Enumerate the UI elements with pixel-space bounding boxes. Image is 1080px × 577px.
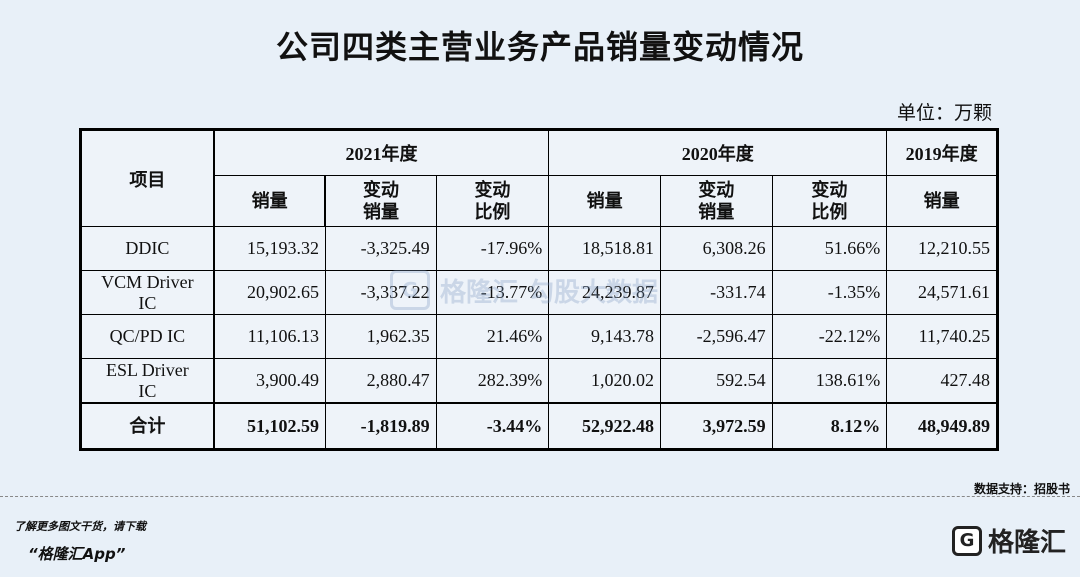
- sub-header-sales: 销量: [548, 175, 661, 227]
- table-cell: 48,949.89: [886, 402, 998, 450]
- table-row: VCM Driver IC 20,902.65 -3,337.22 -13.77%…: [79, 270, 998, 315]
- year-2021-header: 2021年度: [213, 129, 550, 176]
- table-cell: 24,571.61: [886, 270, 998, 315]
- table-cell: 52,922.48: [548, 402, 661, 450]
- table-cell: 24,239.87: [548, 270, 661, 315]
- table-cell: 12,210.55: [886, 226, 998, 271]
- row-name: 合计: [79, 402, 215, 450]
- table-cell: -13.77%: [435, 270, 550, 315]
- table-cell: 282.39%: [435, 358, 550, 404]
- brand-logo-icon: G: [951, 525, 982, 556]
- table-cell: 138.61%: [771, 358, 888, 404]
- item-header: 项目: [79, 129, 215, 227]
- sub-header-change-ratio: 变动 比例: [435, 175, 550, 227]
- row-name: QC/PD IC: [79, 314, 215, 359]
- sub-header-change-sales: 变动 销量: [659, 175, 773, 227]
- table-cell: -17.96%: [435, 226, 550, 271]
- sub-header-sales: 销量: [213, 175, 327, 227]
- table-row: DDIC 15,193.32 -3,325.49 -17.96% 18,518.…: [79, 226, 998, 271]
- table-cell: -1.35%: [771, 270, 888, 315]
- sub-header-sales: 销量: [886, 175, 998, 227]
- table-cell: 6,308.26: [659, 226, 773, 271]
- promo-text: 了解更多图文干货，请下载: [14, 520, 146, 533]
- table-row: ESL Driver IC 3,900.49 2,880.47 282.39% 1…: [79, 358, 998, 404]
- table-cell: 1,020.02: [548, 358, 661, 404]
- table-row: QC/PD IC 11,106.13 1,962.35 21.46% 9,143…: [79, 314, 998, 359]
- table-cell: -331.74: [659, 270, 773, 315]
- table-cell: 18,518.81: [548, 226, 661, 271]
- table-cell: 11,106.13: [213, 314, 326, 359]
- brand-logo: G 格隆汇: [951, 522, 1066, 559]
- year-2020-header: 2020年度: [548, 129, 888, 176]
- table-cell: 3,972.59: [659, 402, 773, 450]
- table-cell: -3,325.49: [324, 226, 437, 271]
- row-name: ESL Driver IC: [79, 358, 215, 404]
- table-cell: 1,962.35: [324, 314, 437, 359]
- sales-table: 项目 2021年度 2020年度 2019年度 销量 变动 销量 变动 比例 销量 …: [79, 128, 999, 451]
- row-name: DDIC: [79, 226, 215, 271]
- page-title: 公司四类主营业务产品销量变动情况: [275, 28, 804, 66]
- table-cell: 592.54: [659, 358, 773, 404]
- table-cell: -3,337.22: [324, 270, 437, 315]
- total-row: 合计 51,102.59 -1,819.89 -3.44% 52,922.48 …: [79, 402, 998, 450]
- table-cell: 51.66%: [771, 226, 888, 271]
- sub-header-change-ratio: 变动 比例: [771, 175, 888, 227]
- table-cell: 21.46%: [435, 314, 550, 359]
- unit-label: 单位：万颗: [896, 102, 992, 124]
- table-cell: 9,143.78: [548, 314, 661, 359]
- sub-header-change-sales: 变动 销量: [324, 175, 437, 227]
- year-2019-header: 2019年度: [886, 129, 998, 176]
- table-cell: -22.12%: [771, 314, 888, 359]
- table-cell: 2,880.47: [324, 358, 437, 404]
- brand-name: 格隆汇: [987, 528, 1066, 558]
- table-cell: -3.44%: [435, 402, 550, 450]
- row-name: VCM Driver IC: [79, 270, 215, 315]
- table-cell: 427.48: [886, 358, 998, 404]
- promo-app-name: “格隆汇App”: [28, 545, 126, 563]
- table-cell: 51,102.59: [213, 402, 326, 450]
- table-cell: 8.12%: [771, 402, 888, 450]
- table-cell: 11,740.25: [886, 314, 998, 359]
- table-cell: 20,902.65: [213, 270, 326, 315]
- table-cell: -1,819.89: [324, 402, 437, 450]
- data-source: 数据支持：招股书: [973, 482, 1070, 496]
- table-cell: 15,193.32: [213, 226, 326, 271]
- table-cell: 3,900.49: [213, 358, 326, 404]
- divider: [0, 496, 1080, 497]
- table-cell: -2,596.47: [659, 314, 773, 359]
